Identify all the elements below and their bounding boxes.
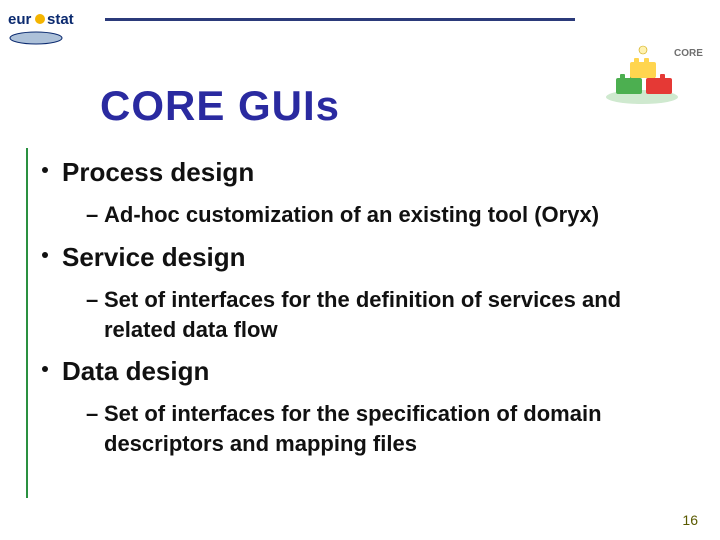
- bullet-icon: [42, 252, 48, 258]
- subitem-text: Ad-hoc customization of an existing tool…: [104, 202, 599, 227]
- slide-content: Process design – Ad-hoc customization of…: [26, 155, 690, 469]
- page-number: 16: [682, 512, 698, 528]
- dash-icon: –: [86, 399, 98, 429]
- eurostat-text-right: stat: [47, 11, 74, 28]
- figure-head-icon: [639, 46, 647, 54]
- subitem-text: Set of interfaces for the specification …: [104, 401, 602, 456]
- heading-text: Service design: [44, 242, 246, 272]
- section-service-design: Service design – Set of interfaces for t…: [26, 240, 690, 344]
- heading-text: Data design: [44, 356, 209, 386]
- dash-icon: –: [86, 285, 98, 315]
- core-label: CORE: [674, 48, 703, 59]
- eurostat-text-left: eur: [8, 11, 32, 28]
- header-divider: [105, 18, 575, 21]
- section-process-design: Process design – Ad-hoc customization of…: [26, 155, 690, 230]
- section-subitem: – Ad-hoc customization of an existing to…: [44, 200, 690, 230]
- slide-title: CORE GUIs: [100, 82, 340, 130]
- core-badge: CORE: [596, 42, 706, 107]
- brick-red-icon: [646, 78, 672, 94]
- dash-icon: –: [86, 200, 98, 230]
- heading-text: Process design: [44, 157, 254, 187]
- section-data-design: Data design – Set of interfaces for the …: [26, 354, 690, 458]
- slide-header: eur stat CORE: [0, 0, 720, 72]
- section-subitem: – Set of interfaces for the specificatio…: [44, 399, 690, 458]
- section-heading: Process design: [44, 155, 690, 190]
- brick-green-icon: [616, 78, 642, 94]
- section-heading: Data design: [44, 354, 690, 389]
- bullet-icon: [42, 167, 48, 173]
- section-subitem: – Set of interfaces for the definition o…: [44, 285, 690, 344]
- subitem-text: Set of interfaces for the definition of …: [104, 287, 621, 342]
- brick-yellow-icon: [630, 62, 656, 78]
- section-heading: Service design: [44, 240, 690, 275]
- eurostat-o-icon: [35, 14, 45, 24]
- eurostat-logo: eur stat: [6, 8, 98, 48]
